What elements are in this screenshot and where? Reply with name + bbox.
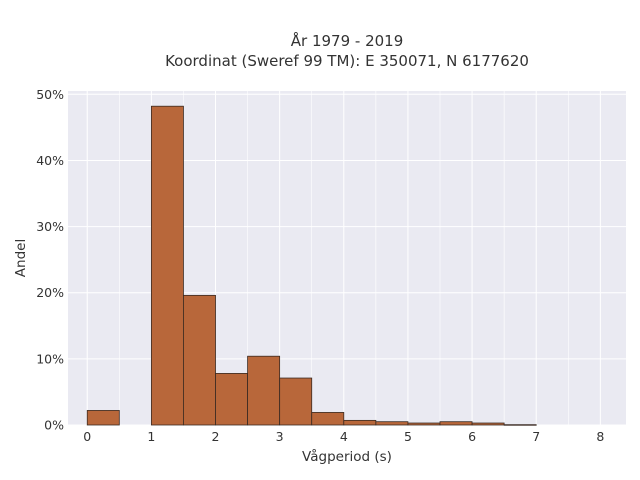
x-tick-labels: 0 1 2 3 4 5 6 7 8 [83, 429, 604, 444]
x-tick-label: 8 [596, 429, 604, 444]
histogram-bar [150, 105, 184, 426]
histogram-bar [343, 419, 377, 426]
y-tick-label: 20% [36, 285, 64, 300]
histogram-bar [279, 377, 313, 426]
histogram-bar [503, 424, 537, 426]
histogram-bar [375, 421, 409, 426]
bars [86, 105, 537, 426]
x-tick-label: 5 [404, 429, 412, 444]
histogram-bar [407, 422, 441, 426]
histogram-bar [471, 422, 505, 426]
y-tick-label: 30% [36, 219, 64, 234]
y-axis-label: Andel [13, 239, 29, 277]
histogram-bar [86, 410, 120, 426]
histogram-bar [247, 355, 281, 426]
y-tick-labels: 0% 10% 20% 30% 40% 50% [36, 87, 64, 433]
x-tick-label: 2 [212, 429, 220, 444]
x-tick-label: 1 [147, 429, 155, 444]
histogram-bar [215, 373, 248, 426]
x-axis-label: Vågperiod (s) [302, 448, 392, 465]
x-tick-label: 7 [532, 429, 540, 444]
x-tick-label: 0 [83, 429, 91, 444]
histogram-bar [439, 421, 473, 426]
histogram-bar [311, 412, 345, 426]
chart-subtitle: Koordinat (Sweref 99 TM): E 350071, N 61… [165, 52, 529, 70]
x-tick-label: 4 [340, 429, 348, 444]
histogram-bar [183, 294, 216, 426]
chart-title: År 1979 - 2019 [291, 31, 404, 50]
y-tick-label: 10% [36, 351, 64, 366]
x-tick-label: 3 [276, 429, 284, 444]
y-tick-label: 40% [36, 153, 64, 168]
y-tick-label: 50% [36, 87, 64, 102]
y-tick-label: 0% [44, 418, 64, 433]
x-tick-label: 6 [468, 429, 476, 444]
